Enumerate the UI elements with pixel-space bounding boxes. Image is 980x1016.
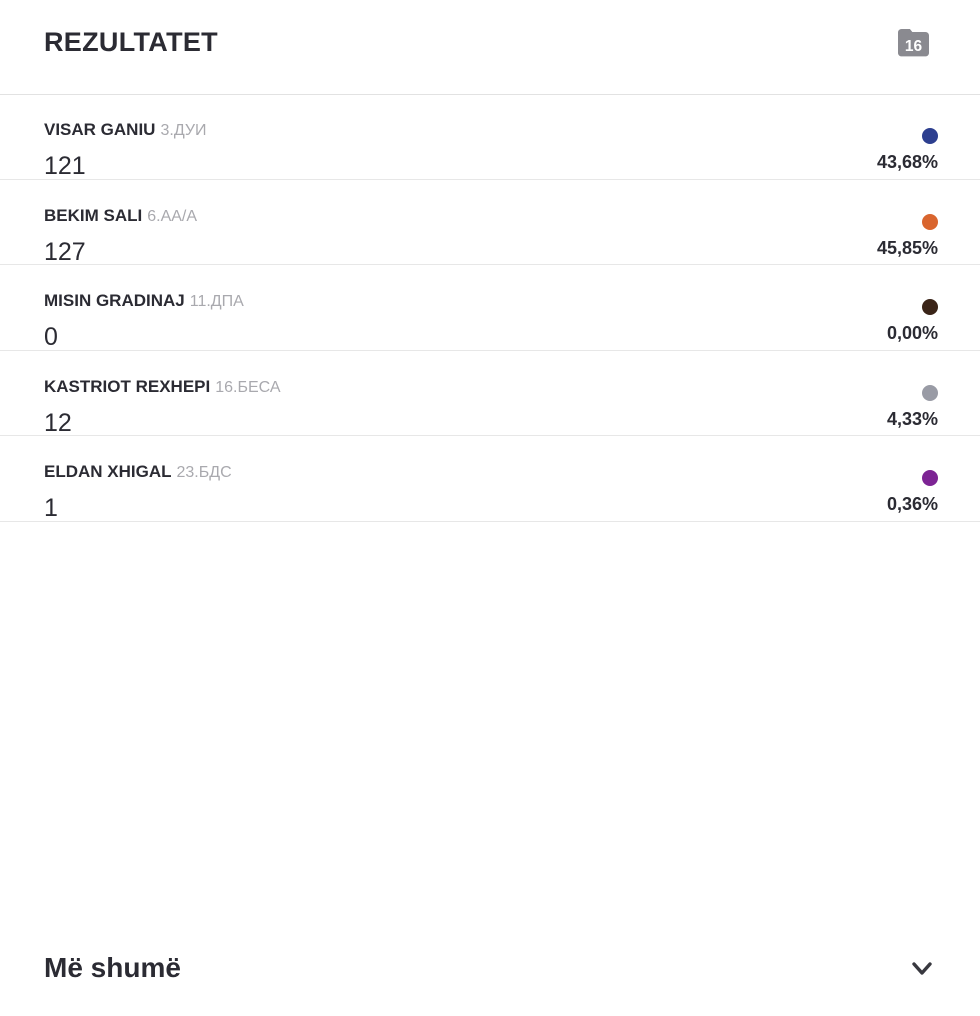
svg-text:16: 16 [905, 38, 923, 55]
